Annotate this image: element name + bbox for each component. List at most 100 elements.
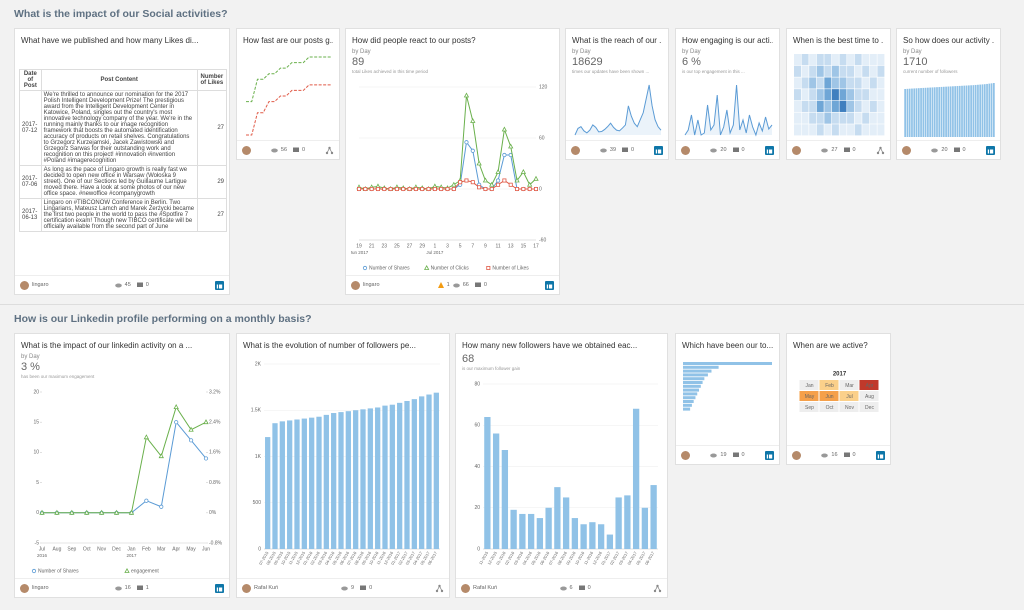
- linkedin-icon[interactable]: [215, 583, 225, 593]
- card: How fast are our posts g... 56 0: [236, 28, 340, 160]
- cell: [847, 112, 855, 124]
- y-tick-label: 20: [33, 389, 39, 395]
- x-tick-label: 11-2016: [583, 550, 595, 566]
- point: [458, 180, 463, 185]
- bar: [279, 421, 285, 549]
- share-icon[interactable]: [435, 584, 444, 593]
- kpi-note: is our maximum follower gain: [462, 366, 521, 371]
- bar: [927, 87, 929, 137]
- table-row: 2017-07-12 We're thrilled to announce our…: [19, 90, 227, 166]
- x-tick-label: 5: [459, 243, 462, 249]
- bar: [970, 85, 972, 137]
- card-title: How engaging is our acti...: [682, 36, 773, 45]
- point: [464, 178, 469, 183]
- eye: [710, 453, 718, 457]
- linkedin-icon[interactable]: [545, 280, 555, 290]
- point: [483, 187, 488, 192]
- cell: [809, 89, 817, 101]
- legend-marker: [124, 567, 130, 573]
- share-node: [656, 584, 659, 587]
- cell: [847, 124, 855, 136]
- bar: [683, 403, 692, 407]
- share-icon[interactable]: [325, 146, 334, 155]
- month-label: Feb: [825, 383, 834, 389]
- card-footer: lingaro 1 66 0: [346, 275, 559, 294]
- bar: [536, 518, 544, 549]
- linkedin-icon[interactable]: [215, 280, 225, 290]
- cell: [831, 100, 839, 112]
- point: [439, 187, 444, 192]
- cell: [839, 112, 847, 124]
- cell: [816, 100, 824, 112]
- linkedin-icon[interactable]: [986, 145, 995, 155]
- point: [39, 509, 45, 515]
- bubble: [136, 282, 143, 287]
- legend-label: Number of Shares: [369, 265, 410, 271]
- card: What is the impact of our linkedin activ…: [14, 333, 230, 598]
- card-footer: lingaro 16 1: [15, 578, 229, 597]
- share-icon[interactable]: [876, 146, 885, 155]
- x-tick-label: Sep: [67, 546, 76, 552]
- point: [203, 456, 209, 461]
- author: lingaro: [32, 585, 49, 591]
- bar: [554, 487, 561, 549]
- column-header: Date of Post: [19, 69, 42, 91]
- card-subtitle: by Day: [21, 354, 40, 360]
- month-label: Sep: [805, 405, 814, 411]
- point: [394, 187, 399, 192]
- y-tick-label: 1K: [255, 454, 262, 460]
- y-tick-label: 15: [33, 420, 39, 426]
- cell: [824, 65, 832, 77]
- share-icon[interactable]: [653, 584, 662, 593]
- comments-icon: [578, 585, 585, 590]
- month-cell: [819, 391, 839, 401]
- bar: [683, 365, 719, 369]
- cell: [862, 100, 870, 112]
- cell: [824, 77, 832, 89]
- bar: [683, 392, 698, 396]
- cell: [824, 112, 832, 124]
- bar: [419, 396, 425, 549]
- point: [54, 509, 60, 515]
- y-tick-label: 2K: [255, 361, 262, 367]
- x-tick-label: Mar: [157, 546, 166, 552]
- card-title: What is the impact of our linkedin activ…: [21, 341, 193, 350]
- comments-icon: [732, 452, 739, 457]
- bar: [624, 495, 631, 549]
- avatar: [461, 583, 470, 593]
- cell: [854, 89, 862, 101]
- glyph: [219, 284, 223, 288]
- views: 20: [941, 147, 948, 153]
- point: [128, 509, 135, 515]
- table-row: 2017-07-06 As long as the pace of Lingaro…: [19, 165, 227, 199]
- comments: 0: [145, 282, 149, 288]
- share-node: [879, 146, 882, 149]
- linkedin-icon[interactable]: [765, 450, 774, 460]
- linkedin-icon[interactable]: [876, 450, 885, 460]
- y-tick-label: 0: [258, 546, 261, 552]
- bar: [972, 85, 975, 137]
- glyph: [766, 149, 769, 153]
- point: [357, 187, 362, 192]
- bar: [967, 85, 970, 137]
- views-icon: [114, 586, 122, 590]
- linkedin-icon[interactable]: [654, 145, 663, 155]
- x-tick-label: 1: [433, 243, 436, 249]
- linkedin-icon[interactable]: [765, 145, 774, 155]
- y-tick-label: -5: [35, 540, 40, 546]
- cell: [847, 100, 855, 112]
- bar: [683, 381, 703, 384]
- bar: [389, 404, 395, 549]
- cell: As long as the pace of Lingaro growth is…: [40, 165, 198, 199]
- bar: [904, 89, 907, 137]
- cell: [869, 54, 877, 66]
- point: [533, 187, 538, 192]
- series-line: [359, 140, 536, 190]
- share-node: [435, 589, 439, 592]
- cell: [809, 112, 817, 124]
- card-footer: Rafał Kuń 9 0: [237, 578, 449, 597]
- card-subtitle: by Day: [572, 49, 591, 55]
- cell: [801, 100, 809, 112]
- cell: [877, 89, 885, 101]
- month-label: May: [805, 394, 815, 400]
